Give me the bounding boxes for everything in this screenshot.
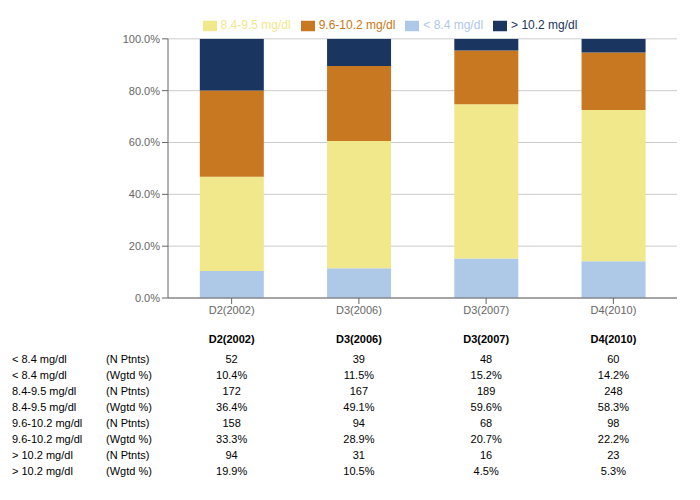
html-text:158: 158	[222, 417, 241, 429]
html-text:60: 60	[607, 353, 620, 365]
html-text:28.9%: 28.9%	[343, 433, 375, 445]
html-text:(Wgtd %): (Wgtd %)	[106, 465, 152, 477]
html-text:< 8.4 mg/dl: < 8.4 mg/dl	[12, 369, 67, 381]
html-text:5.3%: 5.3%	[600, 465, 626, 477]
html-text:189: 189	[476, 385, 496, 397]
html-text:52: 52	[225, 353, 238, 365]
html-text:D3(2007): D3(2007)	[463, 333, 510, 345]
html-text:9.6-10.2 mg/dl: 9.6-10.2 mg/dl	[12, 433, 83, 445]
html-text:D2(2002): D2(2002)	[208, 333, 255, 345]
html-text:> 10.2 mg/dl: > 10.2 mg/dl	[12, 465, 73, 477]
html-text:58.3%: 58.3%	[597, 401, 629, 413]
html-text:94: 94	[352, 417, 365, 429]
html-text:19.9%: 19.9%	[216, 465, 248, 477]
svg-text:0.0%: 0.0%	[135, 292, 160, 304]
html-text:49.1%: 49.1%	[343, 401, 375, 413]
html-text:14.2%: 14.2%	[597, 369, 629, 381]
html-text:(Wgtd %): (Wgtd %)	[106, 433, 152, 445]
html-text:31: 31	[352, 449, 365, 461]
html-text:(Wgtd %): (Wgtd %)	[106, 369, 152, 381]
html-text:> 10.2 mg/dl: > 10.2 mg/dl	[511, 18, 578, 32]
html-text:48: 48	[480, 353, 493, 365]
html-text:(N Ptnts): (N Ptnts)	[106, 449, 150, 461]
svg-text:D2(2002): D2(2002)	[209, 304, 255, 316]
html-text:11.5%: 11.5%	[343, 369, 375, 381]
html-text:39: 39	[352, 353, 365, 365]
html-text:(N Ptnts): (N Ptnts)	[106, 353, 150, 365]
html-text:172: 172	[222, 385, 241, 397]
html-text:36.4%: 36.4%	[216, 401, 248, 413]
html-text:D4(2010): D4(2010)	[590, 333, 637, 345]
svg-text:D3(2006): D3(2006)	[336, 304, 382, 316]
svg-text:20.0%: 20.0%	[129, 240, 160, 252]
html-text:D3(2006): D3(2006)	[335, 333, 382, 345]
html-text:9.6-10.2 mg/dl: 9.6-10.2 mg/dl	[12, 417, 83, 429]
html-text:22.2%: 22.2%	[597, 433, 629, 445]
html-text:< 8.4 mg/dl: < 8.4 mg/dl	[12, 353, 67, 365]
svg-text:40.0%: 40.0%	[129, 188, 160, 200]
html-text:8.4-9.5 mg/dl: 8.4-9.5 mg/dl	[220, 18, 291, 32]
svg-text:D3(2007): D3(2007)	[463, 304, 509, 316]
html-text:8.4-9.5 mg/dl: 8.4-9.5 mg/dl	[12, 401, 77, 413]
svg-text:100.0%: 100.0%	[123, 33, 161, 45]
html-text:23: 23	[607, 449, 620, 461]
html-text:4.5%: 4.5%	[473, 465, 499, 477]
html-text:10.5%: 10.5%	[343, 465, 375, 477]
html-text:98: 98	[607, 417, 620, 429]
html-text:20.7%: 20.7%	[470, 433, 502, 445]
html-text:< 8.4 mg/dl: < 8.4 mg/dl	[423, 18, 483, 32]
html-text:(N Ptnts): (N Ptnts)	[106, 385, 150, 397]
html-text:15.2%: 15.2%	[470, 369, 502, 381]
svg-text:60.0%: 60.0%	[129, 136, 160, 148]
html-text:> 10.2 mg/dl: > 10.2 mg/dl	[12, 449, 73, 461]
svg-text:D4(2010): D4(2010)	[590, 304, 636, 316]
html-text:(Wgtd %): (Wgtd %)	[106, 401, 152, 413]
html-text:248: 248	[604, 385, 623, 397]
html-text:33.3%: 33.3%	[216, 433, 248, 445]
html-text:(N Ptnts): (N Ptnts)	[106, 417, 150, 429]
html-text:16: 16	[480, 449, 493, 461]
html-text:59.6%: 59.6%	[470, 401, 502, 413]
html-text:68: 68	[480, 417, 493, 429]
html-text:9.6-10.2 mg/dl: 9.6-10.2 mg/dl	[318, 18, 396, 32]
html-text:94: 94	[225, 449, 238, 461]
html-text:10.4%: 10.4%	[216, 369, 248, 381]
html-text:8.4-9.5 mg/dl: 8.4-9.5 mg/dl	[12, 385, 77, 397]
svg-text:80.0%: 80.0%	[129, 85, 160, 97]
html-text:167: 167	[349, 385, 369, 397]
